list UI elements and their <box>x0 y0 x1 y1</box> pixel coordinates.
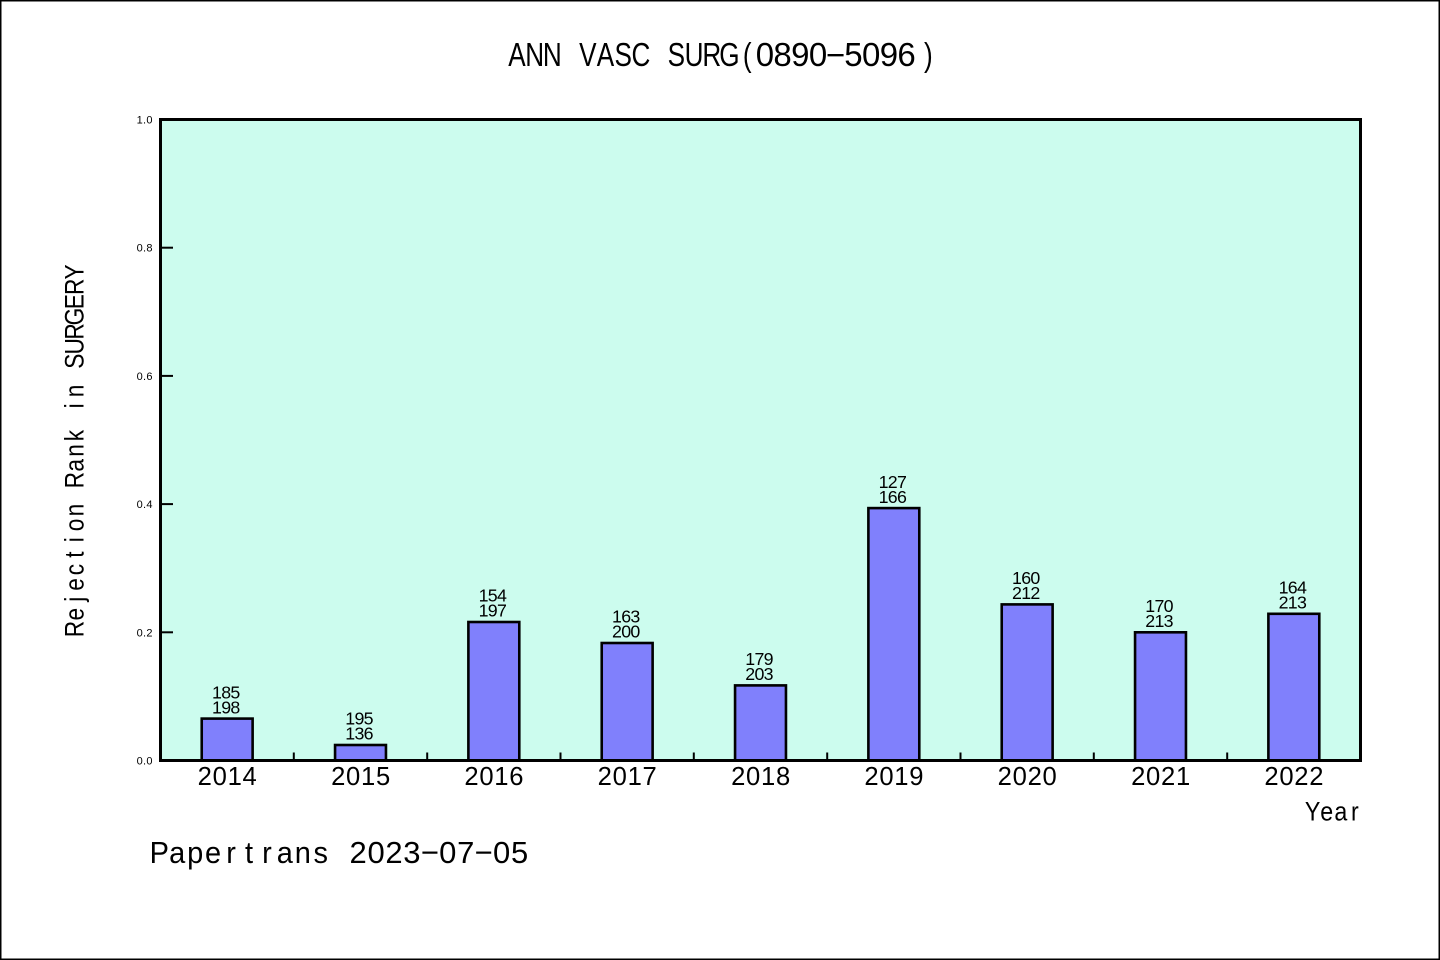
svg-text:2020: 2020 <box>998 763 1058 791</box>
svg-text:ANNVASCSURG(: ANNVASCSURG( <box>508 37 751 74</box>
svg-text:195: 195 <box>345 709 373 729</box>
svg-text:213: 213 <box>1279 593 1307 613</box>
svg-text:Year: Year <box>1305 797 1359 827</box>
svg-text:198: 198 <box>212 697 240 717</box>
svg-text:0.6: 0.6 <box>137 371 153 383</box>
svg-text:185: 185 <box>212 682 240 702</box>
svg-text:0.8: 0.8 <box>137 243 153 255</box>
svg-text:2014: 2014 <box>198 763 258 791</box>
svg-text:197: 197 <box>479 601 507 621</box>
svg-text:2017: 2017 <box>598 763 658 791</box>
svg-text:213: 213 <box>1145 611 1173 631</box>
svg-text:164: 164 <box>1279 578 1307 598</box>
svg-text:179: 179 <box>745 649 773 669</box>
svg-text:170: 170 <box>1145 596 1173 616</box>
svg-text:2022: 2022 <box>1264 763 1324 791</box>
svg-text:2023−07−05: 2023−07−05 <box>349 835 528 870</box>
svg-text:0.0: 0.0 <box>137 756 153 768</box>
svg-text:0.4: 0.4 <box>137 499 153 511</box>
svg-text:200: 200 <box>612 622 640 642</box>
svg-text:1.0: 1.0 <box>137 115 153 127</box>
svg-text:0.2: 0.2 <box>137 627 153 639</box>
svg-text:2016: 2016 <box>464 763 524 791</box>
svg-text:2015: 2015 <box>331 763 391 791</box>
svg-text:): ) <box>924 37 933 74</box>
svg-text:2018: 2018 <box>731 763 791 791</box>
svg-text:163: 163 <box>612 607 640 627</box>
svg-text:0890−5096: 0890−5096 <box>756 36 916 73</box>
svg-text:166: 166 <box>879 487 907 507</box>
svg-text:154: 154 <box>479 586 507 606</box>
svg-text:RejectionRankinSURGERY: RejectionRankinSURGERY <box>59 264 89 637</box>
svg-text:2019: 2019 <box>864 763 924 791</box>
svg-text:160: 160 <box>1012 568 1040 588</box>
svg-text:203: 203 <box>745 664 773 684</box>
svg-text:136: 136 <box>345 724 373 744</box>
svg-text:2021: 2021 <box>1131 763 1191 791</box>
svg-text:127: 127 <box>879 472 907 492</box>
svg-text:212: 212 <box>1012 583 1040 603</box>
